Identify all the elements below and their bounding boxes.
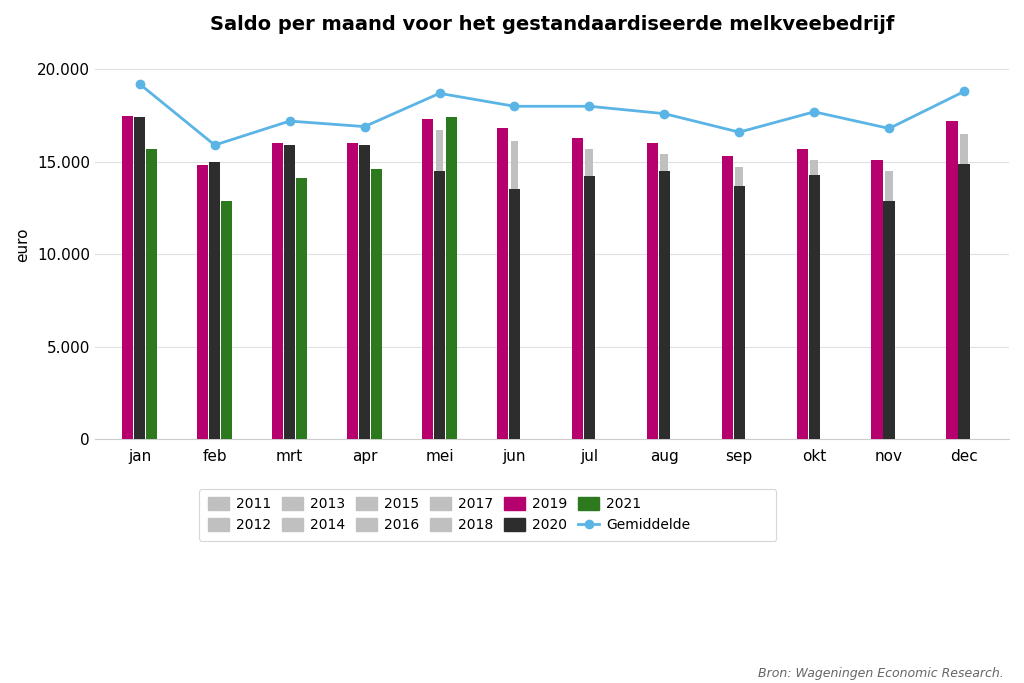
Text: Bron: Wageningen Economic Research.: Bron: Wageningen Economic Research. <box>758 667 1004 680</box>
Bar <box>958 163 970 439</box>
Bar <box>272 143 284 439</box>
Bar <box>359 145 371 439</box>
Legend: 2011, 2012, 2013, 2014, 2015, 2016, 2017, 2018, 2019, 2020, 2021, Gemiddelde, , : 2011, 2012, 2013, 2014, 2015, 2016, 2017… <box>200 489 776 541</box>
Bar <box>660 154 669 439</box>
Y-axis label: euro: euro <box>15 227 30 262</box>
Bar <box>647 143 658 439</box>
Bar <box>797 149 808 439</box>
Bar <box>221 201 232 439</box>
Title: Saldo per maand voor het gestandaardiseerde melkveebedrijf: Saldo per maand voor het gestandaardisee… <box>210 15 894 34</box>
Bar <box>946 121 957 439</box>
Bar <box>435 130 443 439</box>
Bar <box>134 117 145 439</box>
Bar <box>434 171 445 439</box>
Bar <box>658 171 670 439</box>
Bar <box>445 117 457 439</box>
Bar <box>810 160 818 439</box>
Bar <box>197 165 208 439</box>
Bar <box>735 167 743 439</box>
Bar <box>961 134 968 439</box>
Bar <box>371 169 382 439</box>
Bar <box>809 175 820 439</box>
Bar <box>571 138 583 439</box>
Bar <box>146 149 158 439</box>
Bar <box>885 171 893 439</box>
Bar <box>136 128 143 439</box>
Bar <box>284 145 295 439</box>
Bar <box>884 201 895 439</box>
Bar <box>497 128 508 439</box>
Bar <box>586 149 593 439</box>
Bar <box>360 154 369 439</box>
Bar <box>509 189 520 439</box>
Bar <box>871 160 883 439</box>
Bar <box>347 143 358 439</box>
Bar <box>511 141 518 439</box>
Bar <box>209 162 220 439</box>
Bar <box>733 186 744 439</box>
Bar <box>122 115 133 439</box>
Bar <box>722 156 733 439</box>
Bar <box>422 120 433 439</box>
Bar <box>296 178 307 439</box>
Bar <box>584 176 595 439</box>
Bar <box>211 175 219 439</box>
Bar <box>286 152 294 439</box>
